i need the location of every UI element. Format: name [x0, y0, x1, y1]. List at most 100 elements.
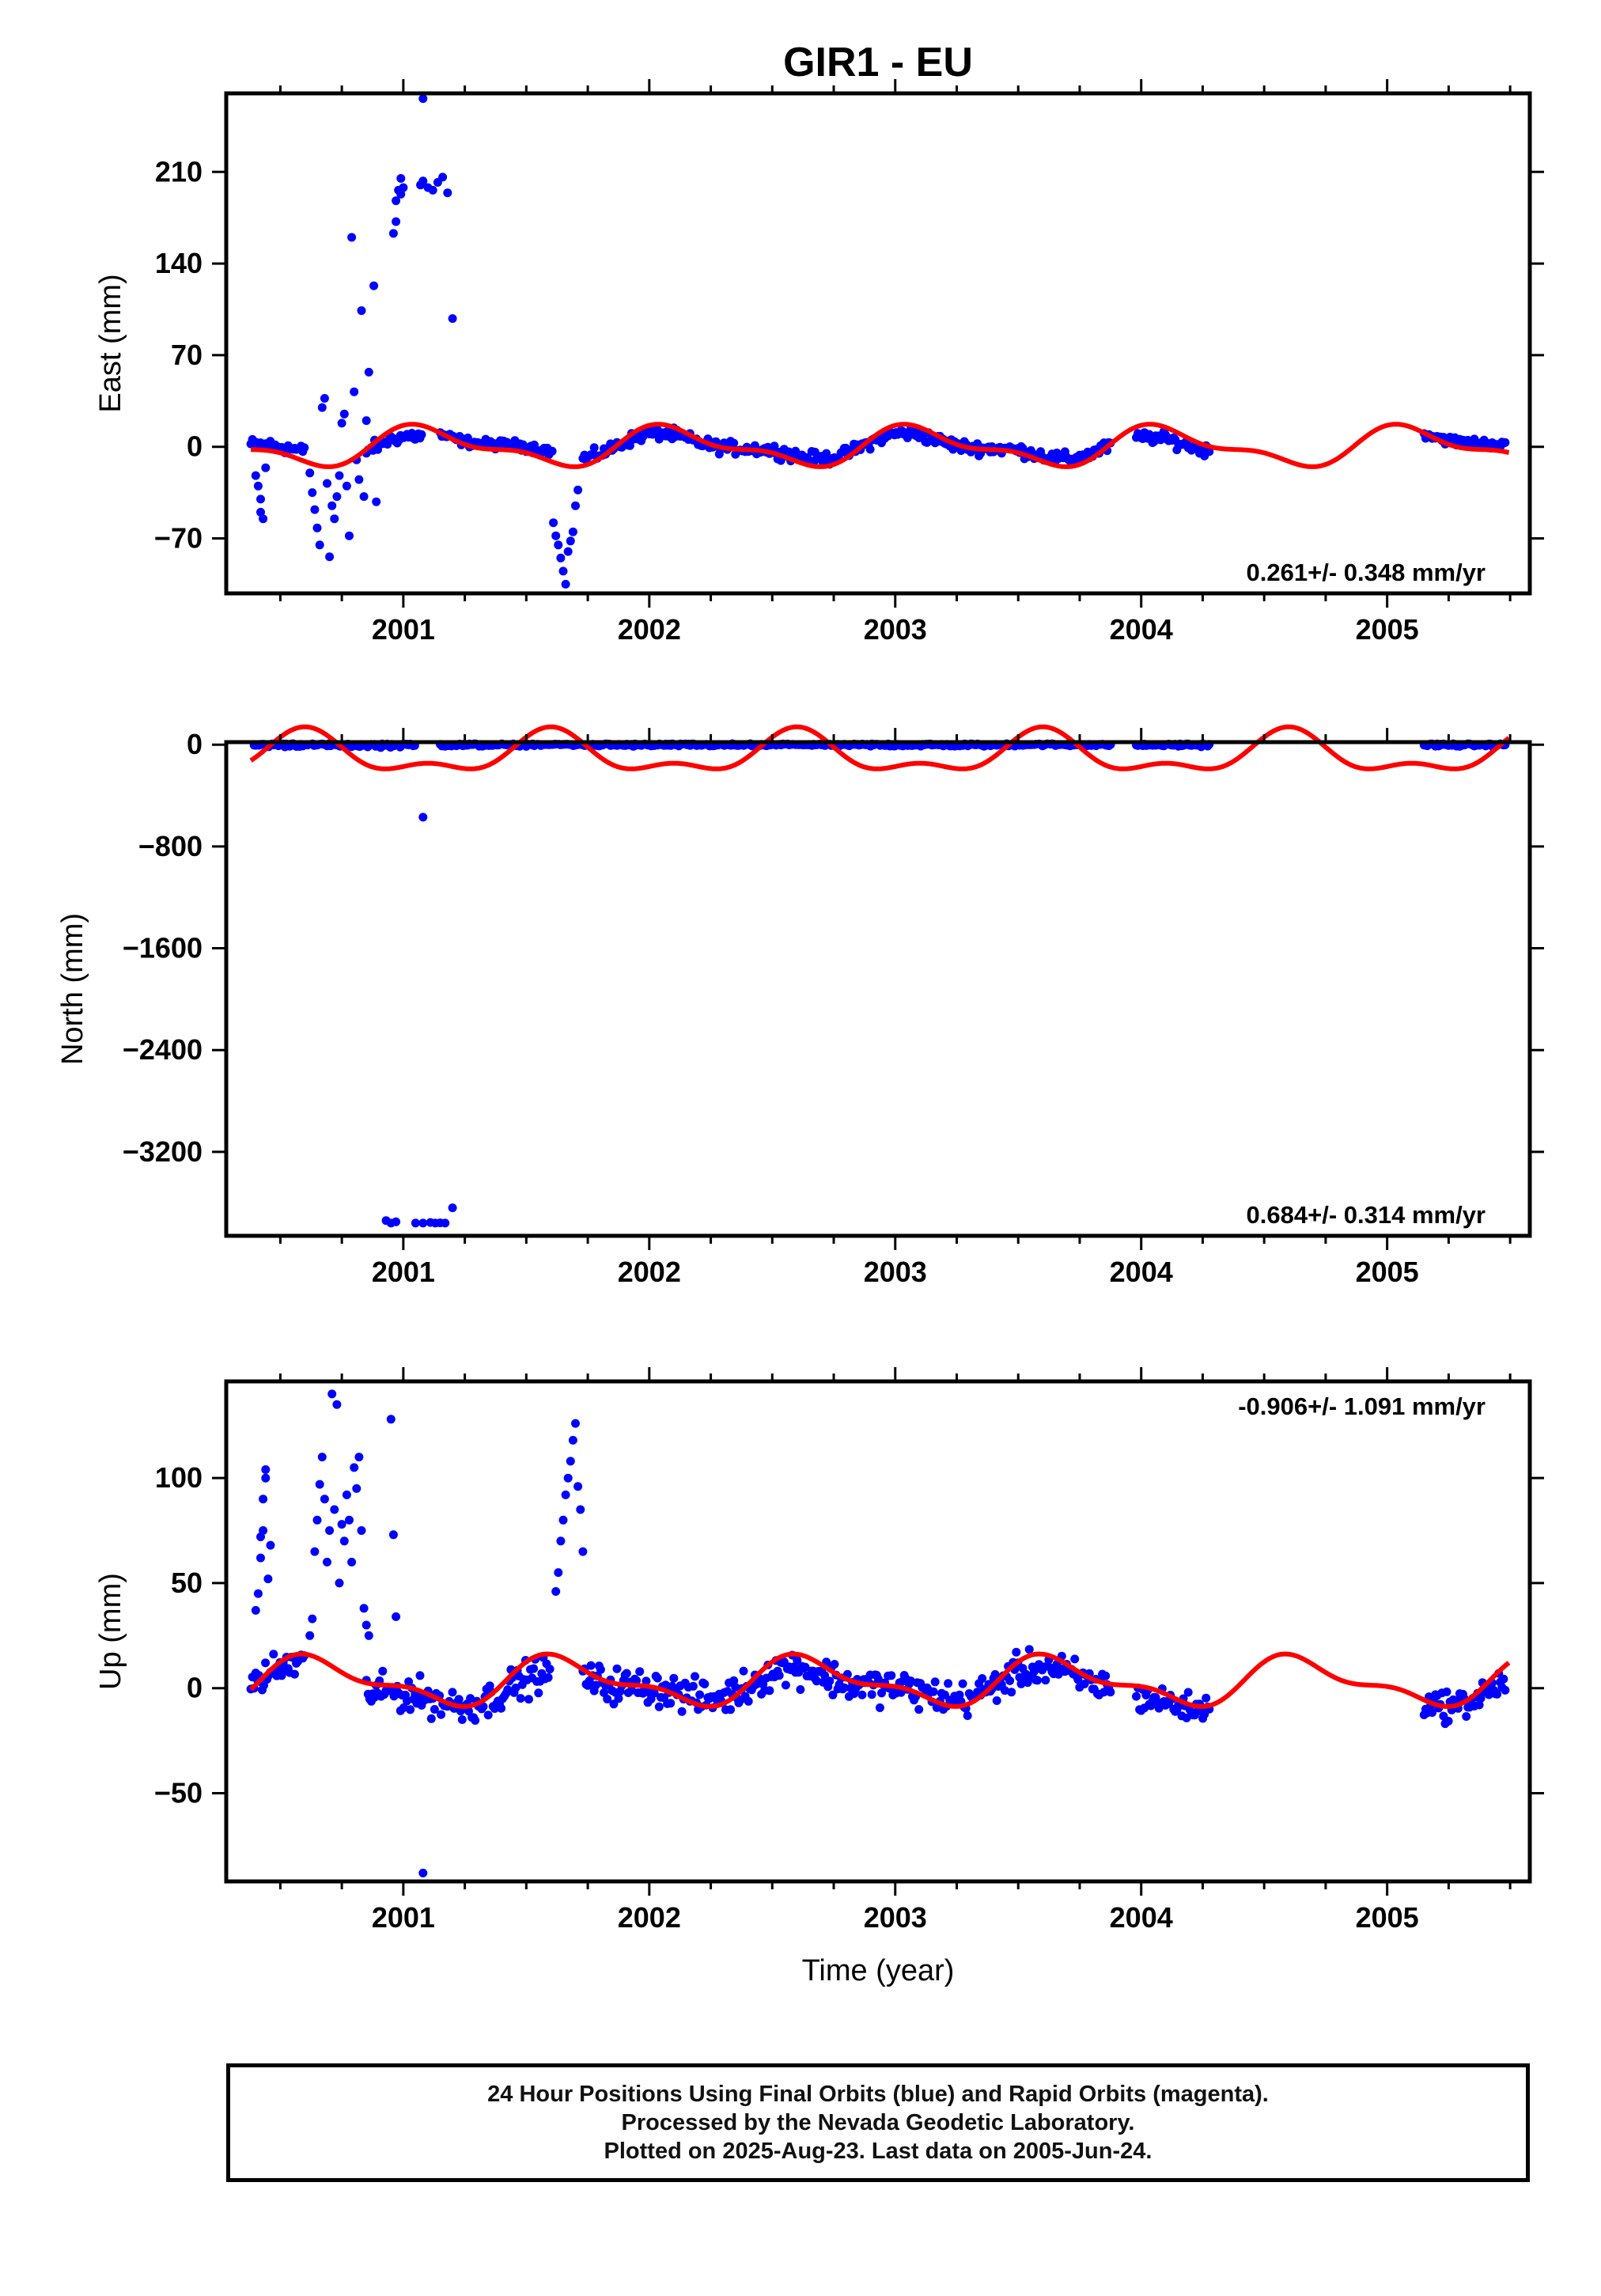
data-point-outlier: [335, 471, 344, 480]
data-point-outlier: [571, 501, 580, 510]
data-point-outlier: [441, 1218, 450, 1228]
data-point-outlier: [359, 492, 369, 502]
data-point: [547, 446, 557, 456]
data-point-outlier: [561, 579, 570, 589]
data-point-outlier: [396, 174, 406, 183]
data-point: [1005, 1676, 1015, 1685]
data-point: [1007, 1688, 1016, 1697]
data-point: [1183, 1688, 1193, 1697]
data-point-outlier: [256, 494, 265, 504]
x-tick-label: 2003: [864, 1901, 927, 1934]
data-point-outlier: [558, 566, 568, 576]
data-point-outlier: [578, 1547, 588, 1556]
data-point: [963, 1711, 972, 1720]
data-point: [830, 1660, 839, 1669]
data-point: [958, 1679, 967, 1688]
data-point: [865, 445, 875, 454]
x-tick-label: 2005: [1356, 1901, 1419, 1934]
data-point: [290, 1669, 299, 1679]
data-point: [378, 1666, 388, 1676]
data-point: [417, 430, 426, 439]
data-point: [466, 1694, 475, 1703]
data-point: [524, 1695, 533, 1704]
x-tick-label: 2004: [1110, 613, 1173, 646]
x-tick-label: 2001: [372, 1901, 435, 1934]
data-point: [677, 1707, 687, 1716]
data-point-outlier: [342, 1490, 351, 1499]
data-point-outlier: [396, 189, 406, 199]
data-point-outlier: [571, 1419, 580, 1428]
data-point: [955, 1690, 964, 1699]
data-point: [430, 1705, 439, 1714]
data-point-outlier: [332, 492, 342, 502]
data-point-outlier: [448, 1203, 457, 1213]
data-point-outlier: [354, 1453, 364, 1462]
data-point-outlier: [369, 281, 379, 290]
data-point: [1016, 1679, 1026, 1688]
data-point-outlier: [317, 1453, 327, 1462]
data-point-outlier: [418, 94, 428, 104]
data-point: [929, 1687, 938, 1696]
data-point-outlier: [320, 394, 329, 403]
data-points-north: [249, 739, 1510, 1228]
data-point: [1493, 1689, 1502, 1699]
data-point: [770, 441, 779, 451]
data-point-outlier: [563, 547, 573, 556]
data-point-outlier: [323, 479, 331, 488]
data-point: [1474, 1700, 1484, 1710]
rate-label-up: -0.906+/- 1.091 mm/yr: [1238, 1392, 1486, 1420]
data-point-outlier: [551, 1587, 561, 1596]
data-point-outlier: [392, 196, 401, 206]
data-point-outlier: [418, 1868, 428, 1877]
data-point-outlier: [438, 172, 448, 182]
data-point-outlier: [357, 1526, 366, 1535]
data-point-outlier: [339, 1536, 349, 1546]
data-point: [612, 1664, 622, 1673]
data-point: [511, 1683, 520, 1692]
y-axis-label-up: Up (mm): [94, 1573, 127, 1690]
data-point: [729, 438, 739, 448]
data-point-outlier: [253, 481, 263, 491]
data-point-outlier: [573, 1482, 583, 1491]
data-point: [1012, 1647, 1021, 1657]
x-tick-label: 2001: [372, 613, 435, 646]
data-point: [454, 1695, 464, 1704]
data-point-outlier: [315, 540, 324, 550]
y-tick-label: 50: [171, 1567, 202, 1599]
data-point-outlier: [418, 813, 428, 822]
data-point: [661, 1680, 670, 1690]
data-point: [765, 1686, 774, 1695]
model-curve-up: [248, 1651, 1511, 1709]
data-point-outlier: [261, 1473, 271, 1483]
y-tick-label: −3200: [123, 1135, 202, 1168]
data-point-outlier: [576, 1505, 585, 1514]
model-curve-east: [250, 422, 1510, 469]
data-point-outlier: [556, 553, 566, 563]
data-point-outlier: [350, 387, 359, 396]
data-point: [642, 1677, 651, 1686]
plot-frame-north: [224, 740, 1532, 1238]
data-point: [586, 1661, 596, 1670]
data-point-outlier: [335, 1578, 344, 1588]
data-points-up: [246, 1389, 1510, 1877]
data-point-outlier: [392, 1217, 401, 1226]
data-point: [635, 1667, 645, 1677]
y-tick-label: 0: [187, 430, 202, 463]
data-point: [1024, 1645, 1034, 1654]
data-point-outlier: [259, 1526, 268, 1535]
data-point: [448, 1688, 457, 1697]
data-point: [930, 1677, 940, 1687]
data-point: [261, 1658, 271, 1668]
y-tick-label: 0: [187, 1672, 202, 1704]
data-point: [1000, 1686, 1009, 1695]
y-axis-label-north: North (mm): [56, 913, 89, 1065]
data-point-outlier: [361, 1620, 371, 1630]
data-point: [437, 1710, 446, 1719]
data-point: [1501, 438, 1510, 447]
panel-north: 2001 2002 2003 2004 2005 0 −800 −1600 −2400 −3200…: [56, 724, 1544, 1288]
data-point: [812, 1677, 821, 1686]
data-point-outlier: [310, 1547, 320, 1556]
y-tick-label: −50: [154, 1776, 202, 1809]
rate-label-north: 0.684+/- 0.314 mm/yr: [1247, 1201, 1486, 1229]
data-point-outlier: [310, 505, 320, 514]
